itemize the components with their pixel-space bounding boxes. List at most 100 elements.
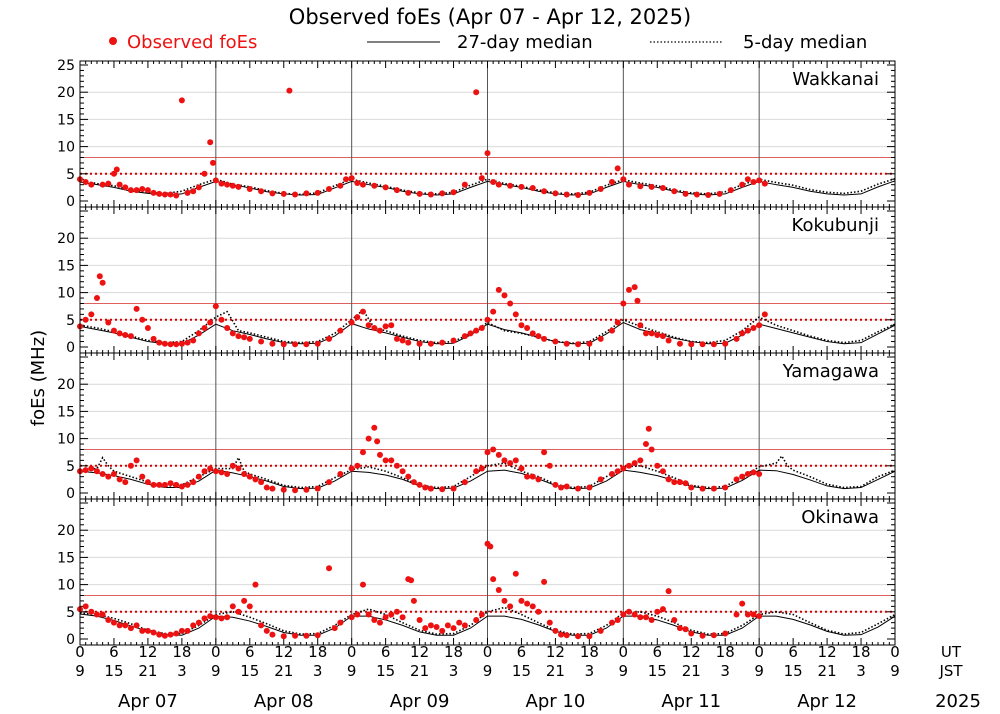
observed-point: [461, 333, 468, 340]
observed-point: [93, 468, 100, 475]
ut-tick-label: 18: [716, 643, 735, 661]
observed-point: [529, 603, 536, 610]
observed-point: [110, 327, 117, 334]
observed-point: [207, 613, 214, 620]
observed-point: [563, 483, 570, 490]
y-tick-label: 5: [66, 605, 75, 621]
day-label: Apr 07: [118, 691, 178, 712]
y-tick-label: 25: [57, 58, 75, 74]
observed-point: [280, 190, 287, 197]
observed-point: [501, 457, 508, 464]
observed-point: [637, 322, 644, 329]
observed-point: [252, 476, 259, 483]
observed-point: [512, 457, 519, 464]
observed-point: [258, 622, 265, 629]
observed-point: [303, 486, 310, 493]
observed-point: [524, 324, 531, 331]
observed-point: [88, 608, 95, 615]
observed-point: [575, 485, 582, 492]
observed-point: [314, 340, 321, 347]
observed-point: [727, 187, 734, 194]
observed-point: [359, 181, 366, 188]
observed-point: [444, 622, 451, 629]
observed-point: [201, 468, 208, 475]
observed-point: [490, 576, 497, 583]
observed-point: [354, 314, 361, 321]
observed-point: [688, 484, 695, 491]
observed-point: [139, 473, 146, 480]
observed-point: [144, 324, 151, 331]
observed-point: [427, 191, 434, 198]
observed-point: [359, 308, 366, 315]
jst-tick-label: 9: [619, 662, 629, 680]
observed-point: [150, 335, 157, 342]
observed-point: [337, 182, 344, 189]
y-tick-label: 0: [66, 632, 75, 648]
observed-point: [184, 627, 191, 634]
observed-point: [127, 187, 134, 194]
observed-point: [620, 176, 627, 183]
observed-point: [269, 340, 276, 347]
ut-tick-label: 6: [245, 643, 255, 661]
observed-point: [609, 619, 616, 626]
observed-point: [393, 462, 400, 469]
observed-point: [122, 332, 129, 339]
jst-tick-label: 21: [138, 662, 157, 680]
jst-tick-label: 15: [376, 662, 395, 680]
observed-point: [682, 190, 689, 197]
ut-tick-label: 0: [347, 643, 357, 661]
y-axis-label: foEs (MHz): [28, 330, 49, 426]
observed-point: [201, 170, 208, 177]
observed-point: [490, 446, 497, 453]
station-name: Okinawa: [801, 507, 879, 528]
observed-point: [620, 465, 627, 472]
observed-point: [507, 182, 514, 189]
observed-point: [614, 468, 621, 475]
observed-point: [586, 633, 593, 640]
observed-point: [648, 616, 655, 623]
day-label: Apr 10: [526, 691, 586, 712]
jst-tick-label: 21: [546, 662, 565, 680]
observed-point: [422, 484, 429, 491]
ut-tick-label: 0: [754, 643, 764, 661]
observed-point: [229, 330, 236, 337]
observed-point: [156, 190, 163, 197]
observed-point: [280, 486, 287, 493]
jst-tick-label: 9: [347, 662, 357, 680]
y-tick-label: 0: [66, 486, 75, 502]
observed-point: [173, 192, 180, 199]
observed-point: [105, 180, 112, 187]
observed-point: [671, 188, 678, 195]
y-tick-label: 10: [57, 578, 75, 594]
observed-point: [195, 330, 202, 337]
observed-point: [739, 473, 746, 480]
observed-point: [382, 614, 389, 621]
ut-tick-label: 12: [682, 643, 701, 661]
observed-point: [150, 189, 157, 196]
observed-point: [416, 481, 423, 488]
observed-point: [541, 449, 548, 456]
observed-point: [173, 630, 180, 637]
observed-point: [750, 611, 757, 618]
chart-title: Observed foEs (Apr 07 - Apr 12, 2025): [289, 5, 691, 29]
observed-point: [184, 339, 191, 346]
observed-point: [490, 178, 497, 185]
jst-tick-label: 15: [784, 662, 803, 680]
observed-point: [427, 340, 434, 347]
observed-point: [224, 324, 231, 331]
observed-point: [280, 341, 287, 348]
observed-point: [343, 176, 350, 183]
observed-point: [552, 481, 559, 488]
observed-point: [484, 150, 491, 157]
observed-point: [739, 600, 746, 607]
observed-point: [82, 467, 89, 474]
observed-point: [371, 424, 378, 431]
observed-point: [416, 190, 423, 197]
jst-tick-label: 21: [274, 662, 293, 680]
observed-point: [201, 615, 208, 622]
jst-tick-label: 21: [410, 662, 429, 680]
observed-point: [507, 460, 514, 467]
station-name: Yamagawa: [782, 361, 879, 382]
observed-point: [744, 327, 751, 334]
observed-point: [167, 341, 174, 348]
